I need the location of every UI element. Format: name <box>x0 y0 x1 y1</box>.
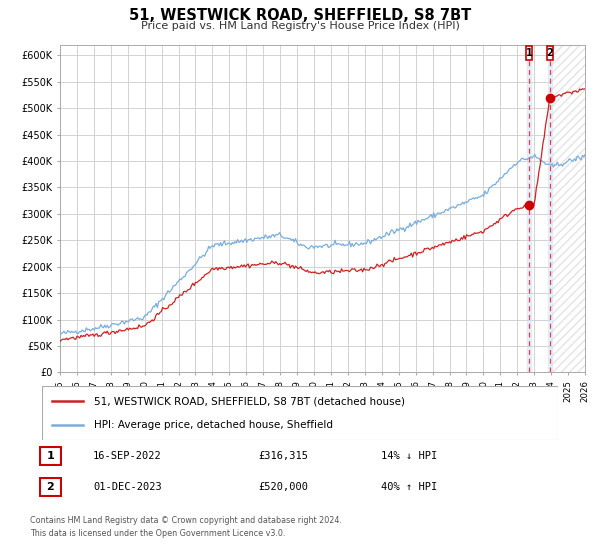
Bar <box>527 45 532 372</box>
Text: £316,315: £316,315 <box>258 451 308 461</box>
FancyBboxPatch shape <box>40 478 61 496</box>
FancyBboxPatch shape <box>42 386 558 440</box>
Text: Price paid vs. HM Land Registry's House Price Index (HPI): Price paid vs. HM Land Registry's House … <box>140 21 460 31</box>
Text: 51, WESTWICK ROAD, SHEFFIELD, S8 7BT: 51, WESTWICK ROAD, SHEFFIELD, S8 7BT <box>129 8 471 24</box>
FancyBboxPatch shape <box>547 45 553 60</box>
Text: 40% ↑ HPI: 40% ↑ HPI <box>381 482 437 492</box>
Text: 1: 1 <box>47 451 54 461</box>
Text: Contains HM Land Registry data © Crown copyright and database right 2024.: Contains HM Land Registry data © Crown c… <box>30 516 342 525</box>
Bar <box>548 45 552 372</box>
Text: 1: 1 <box>526 48 533 58</box>
Text: 01-DEC-2023: 01-DEC-2023 <box>93 482 162 492</box>
Text: 2: 2 <box>547 48 553 58</box>
Text: 16-SEP-2022: 16-SEP-2022 <box>93 451 162 461</box>
FancyBboxPatch shape <box>526 45 532 60</box>
Text: This data is licensed under the Open Government Licence v3.0.: This data is licensed under the Open Gov… <box>30 529 286 538</box>
Text: 51, WESTWICK ROAD, SHEFFIELD, S8 7BT (detached house): 51, WESTWICK ROAD, SHEFFIELD, S8 7BT (de… <box>94 396 404 407</box>
Text: HPI: Average price, detached house, Sheffield: HPI: Average price, detached house, Shef… <box>94 419 332 430</box>
Text: £520,000: £520,000 <box>258 482 308 492</box>
FancyBboxPatch shape <box>40 447 61 465</box>
Text: 2: 2 <box>47 482 54 492</box>
Text: 14% ↓ HPI: 14% ↓ HPI <box>381 451 437 461</box>
